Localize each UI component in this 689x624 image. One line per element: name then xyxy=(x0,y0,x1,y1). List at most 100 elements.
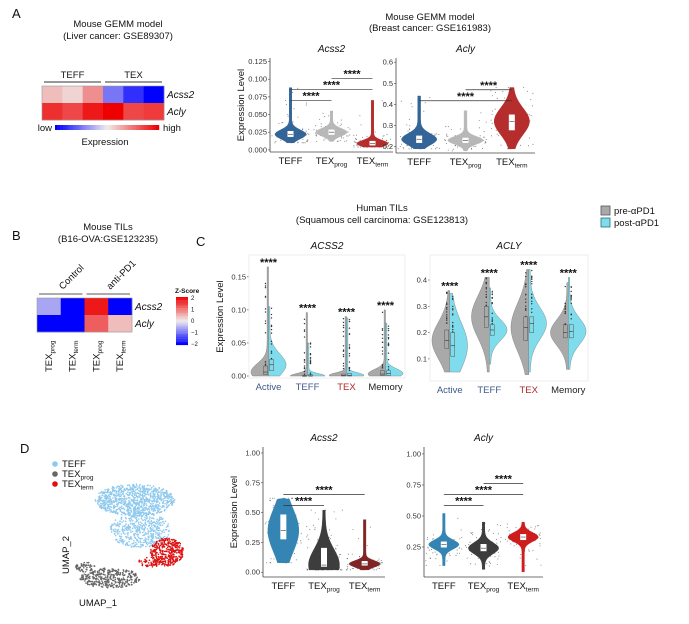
outlier-point xyxy=(491,292,493,294)
significance-label: **** xyxy=(295,496,313,508)
violin-half-post xyxy=(307,342,326,377)
umap-point-0 xyxy=(131,545,133,548)
umap-point-1 xyxy=(112,579,115,582)
jitter-point xyxy=(316,140,318,142)
umap-point-0 xyxy=(125,498,128,500)
umap-point-1 xyxy=(106,578,108,581)
outlier-point xyxy=(446,314,448,316)
umap-point-1 xyxy=(123,583,126,586)
jitter-point xyxy=(438,133,440,136)
jitter-point xyxy=(359,115,361,117)
jitter-point xyxy=(320,123,322,125)
jitter-point xyxy=(381,138,384,140)
umap-point-0 xyxy=(147,493,150,496)
outlier-point xyxy=(564,312,566,315)
significance-label: **** xyxy=(495,474,513,486)
jitter-point xyxy=(475,537,477,539)
umap-point-1 xyxy=(105,584,107,587)
umap-point-0 xyxy=(117,493,120,496)
umap-point-0 xyxy=(157,491,160,494)
jitter-point xyxy=(273,504,275,507)
umap-point-2 xyxy=(178,549,181,552)
jitter-point xyxy=(470,532,472,534)
umap-point-0 xyxy=(155,503,157,506)
umap-point-0 xyxy=(119,487,122,490)
umap-point-0 xyxy=(128,488,131,491)
heatmap-cell xyxy=(62,86,83,104)
umap-point-1 xyxy=(98,572,101,574)
umap-point-2 xyxy=(171,561,174,564)
umap-point-1 xyxy=(130,584,133,586)
split-violin-group xyxy=(471,277,508,373)
umap-point-0 xyxy=(102,492,104,495)
umap-point-0 xyxy=(156,529,159,531)
umap-point-0 xyxy=(137,489,140,492)
colorbar-segment xyxy=(60,125,63,130)
violin-half-pre xyxy=(289,312,308,377)
umap-point-0 xyxy=(153,488,155,491)
umap-point-2 xyxy=(151,562,153,565)
jitter-point xyxy=(531,105,533,107)
y-tick-label: 0.3 xyxy=(417,302,427,311)
umap-point-0 xyxy=(166,524,169,527)
umap-point-1 xyxy=(112,576,115,578)
umap-point-1 xyxy=(94,577,97,580)
umap-point-0 xyxy=(104,503,106,506)
jitter-point xyxy=(399,135,402,138)
outlier-point xyxy=(381,346,384,349)
outlier-point xyxy=(303,365,306,367)
umap-point-1 xyxy=(80,577,83,579)
umap-point-1 xyxy=(118,577,121,580)
umap-point-0 xyxy=(115,524,117,527)
jitter-point xyxy=(336,140,339,142)
umap-point-1 xyxy=(94,569,96,572)
panel-label-d: D xyxy=(20,441,29,456)
heatmap-cell xyxy=(60,298,85,316)
umap-point-0 xyxy=(152,530,155,533)
outlier-point xyxy=(491,312,493,315)
outlier-point xyxy=(485,291,487,293)
jitter-point xyxy=(500,525,502,527)
outlier-point xyxy=(264,308,267,310)
umap-point-0 xyxy=(129,526,132,529)
jitter-point xyxy=(457,146,459,148)
umap-point-2 xyxy=(150,554,153,556)
umap-point-0 xyxy=(162,498,164,500)
umap-point-0 xyxy=(124,527,127,530)
umap-point-0 xyxy=(136,508,139,510)
jitter-point xyxy=(528,528,530,530)
outlier-point xyxy=(303,373,306,376)
umap-point-0 xyxy=(161,524,164,526)
outlier-point xyxy=(570,318,572,320)
jitter-point xyxy=(341,569,343,571)
umap-point-0 xyxy=(159,498,161,500)
jitter-point xyxy=(500,144,502,146)
jitter-point xyxy=(290,562,292,564)
umap-point-0 xyxy=(143,506,146,509)
umap-point-0 xyxy=(129,501,132,503)
jitter-point xyxy=(461,536,463,539)
umap-point-0 xyxy=(108,509,110,512)
umap-point-1 xyxy=(102,567,105,570)
umap-point-1 xyxy=(130,576,132,579)
jitter-point xyxy=(411,106,413,108)
violin-chart-A-acss2: 0.0000.0250.0500.0750.1000.125Acss2Expre… xyxy=(236,44,393,169)
jitter-point xyxy=(295,559,297,561)
umap-point-2 xyxy=(166,539,169,542)
umap-point-0 xyxy=(112,510,115,512)
umap-point-2 xyxy=(151,551,154,553)
umap-point-0 xyxy=(104,495,107,497)
violin-half-pre xyxy=(250,266,269,377)
umap-point-0 xyxy=(121,521,123,523)
umap-point-0 xyxy=(144,518,146,521)
jitter-point xyxy=(346,565,348,568)
umap-point-1 xyxy=(75,565,78,568)
umap-point-0 xyxy=(133,502,136,505)
umap-point-0 xyxy=(128,499,130,502)
umap-point-1 xyxy=(125,580,127,583)
heatmap-cell xyxy=(84,315,109,333)
outlier-point xyxy=(452,297,454,300)
